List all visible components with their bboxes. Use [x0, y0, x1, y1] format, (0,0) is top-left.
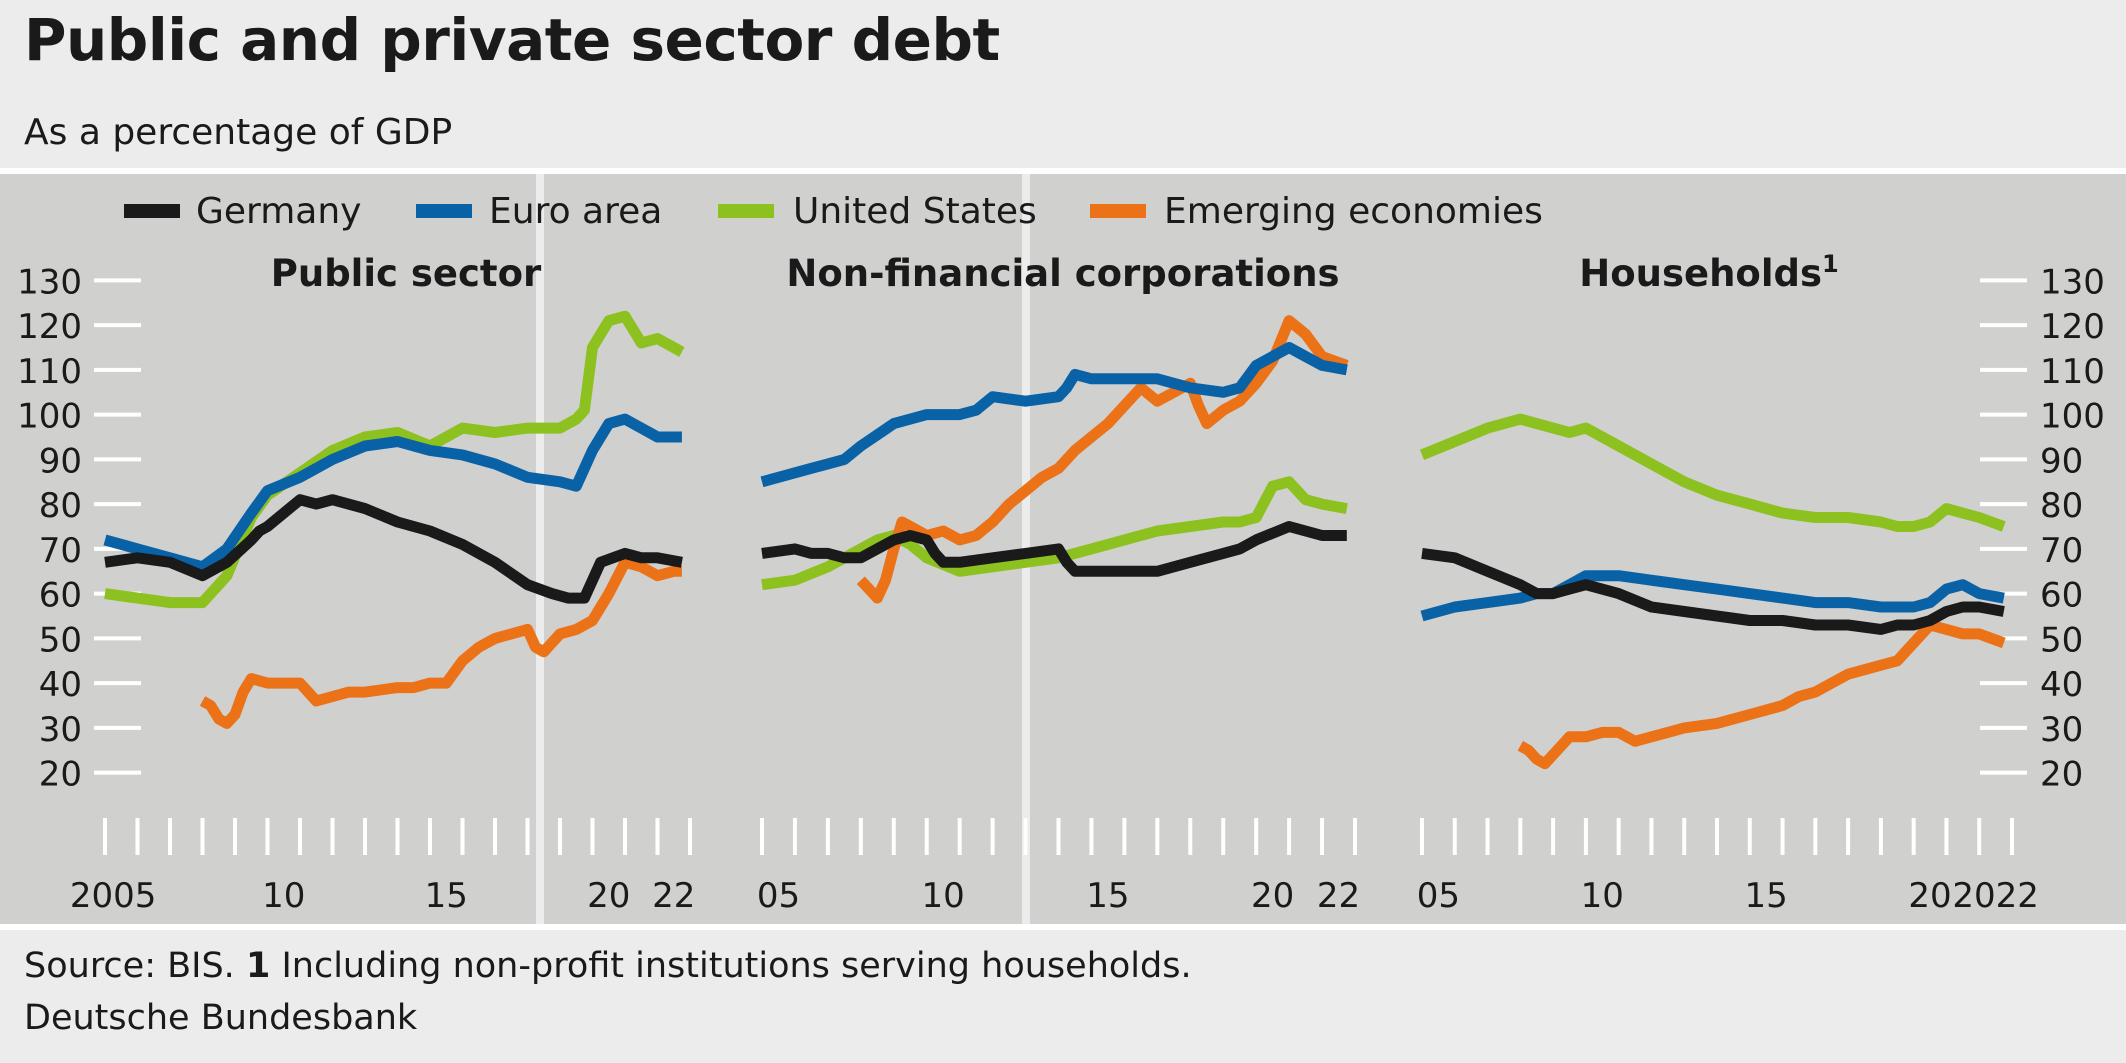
x-tick-label: 10: [262, 876, 305, 916]
panel-title: Public sector: [271, 252, 542, 295]
x-axis-3: 05 10 15 20 2022: [1417, 818, 2039, 916]
x-tick-label: 2005: [70, 876, 157, 916]
x-tick-label: 2022: [1952, 876, 2039, 916]
y-tick-label-left: 90: [39, 441, 82, 481]
y-tick-label-left: 30: [39, 710, 82, 750]
x-tick-label: 05: [1417, 876, 1460, 916]
footer-brand: Deutsche Bundesbank: [24, 998, 418, 1038]
legend-item: Germany: [124, 191, 361, 232]
series-line: [760, 342, 1348, 488]
y-tick-label-left: 50: [39, 620, 82, 660]
y-tick-label-right: 120: [2040, 307, 2105, 347]
x-tick-label: 05: [757, 876, 800, 916]
y-tick-label-left: 60: [39, 576, 82, 616]
panel-lines-2: [760, 315, 1349, 604]
y-tick-label-right: 100: [2040, 397, 2105, 437]
y-tick-label-left: 120: [17, 307, 82, 347]
legend-item: Emerging economies: [1090, 191, 1543, 232]
y-tick-label-left: 70: [39, 531, 82, 571]
x-tick-label: 15: [1745, 876, 1788, 916]
y-tick-label-right: 70: [2040, 531, 2083, 571]
page-subtitle: As a percentage of GDP: [24, 112, 453, 153]
series-line: [1419, 413, 2006, 532]
panel-bottom-border: [0, 924, 2126, 930]
y-tick-label-left: 80: [39, 486, 82, 526]
y-tick-label-right: 20: [2040, 755, 2083, 795]
series-line: [761, 476, 1348, 591]
x-axis-2: 05 10 15 20 22: [757, 818, 1360, 916]
legend: Germany Euro area United States Emerging ec…: [124, 191, 1543, 232]
x-tick-label: 15: [425, 876, 468, 916]
legend-item: United States: [718, 191, 1037, 232]
y-tick-label-right: 130: [2040, 262, 2105, 302]
panel-title: Households1: [1579, 250, 1839, 295]
x-tick-label: 10: [1581, 876, 1624, 916]
legend-label: United States: [793, 191, 1037, 232]
panel-background-3: [1030, 173, 2126, 925]
series-line: [1421, 547, 2005, 635]
source-label: Source: BIS.: [24, 946, 235, 986]
y-tick-label-left: 40: [39, 665, 82, 705]
x-tick-label: 20: [1908, 876, 1951, 916]
y-tick-label-right: 80: [2040, 486, 2083, 526]
x-axis-1: 2005 10 15 20 22: [70, 818, 695, 916]
y-tick-label-left: 130: [17, 262, 82, 302]
x-tick-label: 20: [587, 876, 630, 916]
legend-item: Euro area: [416, 191, 662, 232]
panel-top-border: [0, 168, 2126, 174]
footnote-number: 1: [245, 946, 271, 986]
y-tick-label-left: 20: [39, 755, 82, 795]
y-tick-label-right: 90: [2040, 441, 2083, 481]
legend-label: Euro area: [489, 191, 662, 232]
legend-label: Germany: [196, 191, 361, 232]
y-tick-label-left: 110: [17, 352, 82, 392]
legend-label: Emerging economies: [1164, 191, 1543, 232]
series-line: [1517, 619, 2006, 770]
y-tick-label-right: 60: [2040, 576, 2083, 616]
footer-source: Source: BIS. 1 Including non-profit inst…: [24, 946, 1192, 986]
series-line: [856, 315, 1349, 604]
x-tick-label: 20: [1251, 876, 1294, 916]
panel-lines-3: [1419, 413, 2006, 770]
series-line: [104, 310, 685, 609]
y-tick-label-right: 50: [2040, 620, 2083, 660]
y-tick-label-left: 100: [17, 397, 82, 437]
x-tick-label: 10: [922, 876, 965, 916]
panel-title-footnote: 1: [1822, 250, 1839, 278]
footnote-text: Including non-profit institutions servin…: [281, 946, 1192, 986]
series-line: [103, 413, 682, 573]
x-tick-label: 15: [1086, 876, 1129, 916]
x-tick-label: 22: [1317, 876, 1360, 916]
panel-lines-1: [103, 310, 685, 729]
series-line: [199, 556, 682, 729]
page-title: Public and private sector debt: [24, 6, 1000, 74]
panel-title: Non-financial corporations: [786, 252, 1339, 295]
y-tick-label-right: 30: [2040, 710, 2083, 750]
y-tick-label-right: 110: [2040, 352, 2105, 392]
series-line: [104, 494, 683, 604]
y-tick-label-right: 40: [2040, 665, 2083, 705]
panel-background-1: [0, 173, 536, 925]
series-line: [761, 521, 1347, 577]
x-tick-label: 22: [652, 876, 695, 916]
